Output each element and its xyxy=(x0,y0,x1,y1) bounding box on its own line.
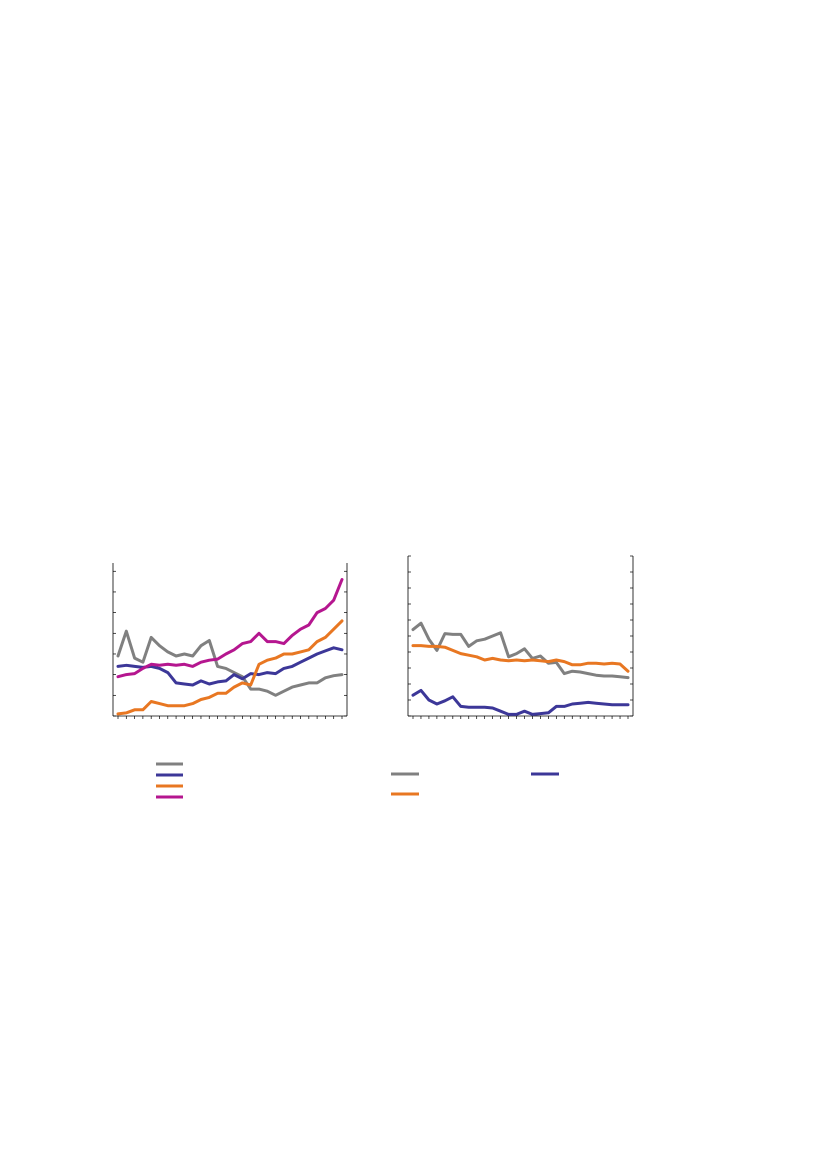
series-line-2 xyxy=(411,644,630,673)
series-line-3 xyxy=(116,619,344,716)
left-line-chart xyxy=(112,563,348,719)
series-line-2 xyxy=(116,646,344,687)
legend xyxy=(156,762,559,799)
series-line-4 xyxy=(116,578,344,679)
series-line-1 xyxy=(411,621,630,680)
right-line-chart xyxy=(407,555,634,719)
series-line-1 xyxy=(116,629,344,697)
series-line-3 xyxy=(411,688,630,716)
